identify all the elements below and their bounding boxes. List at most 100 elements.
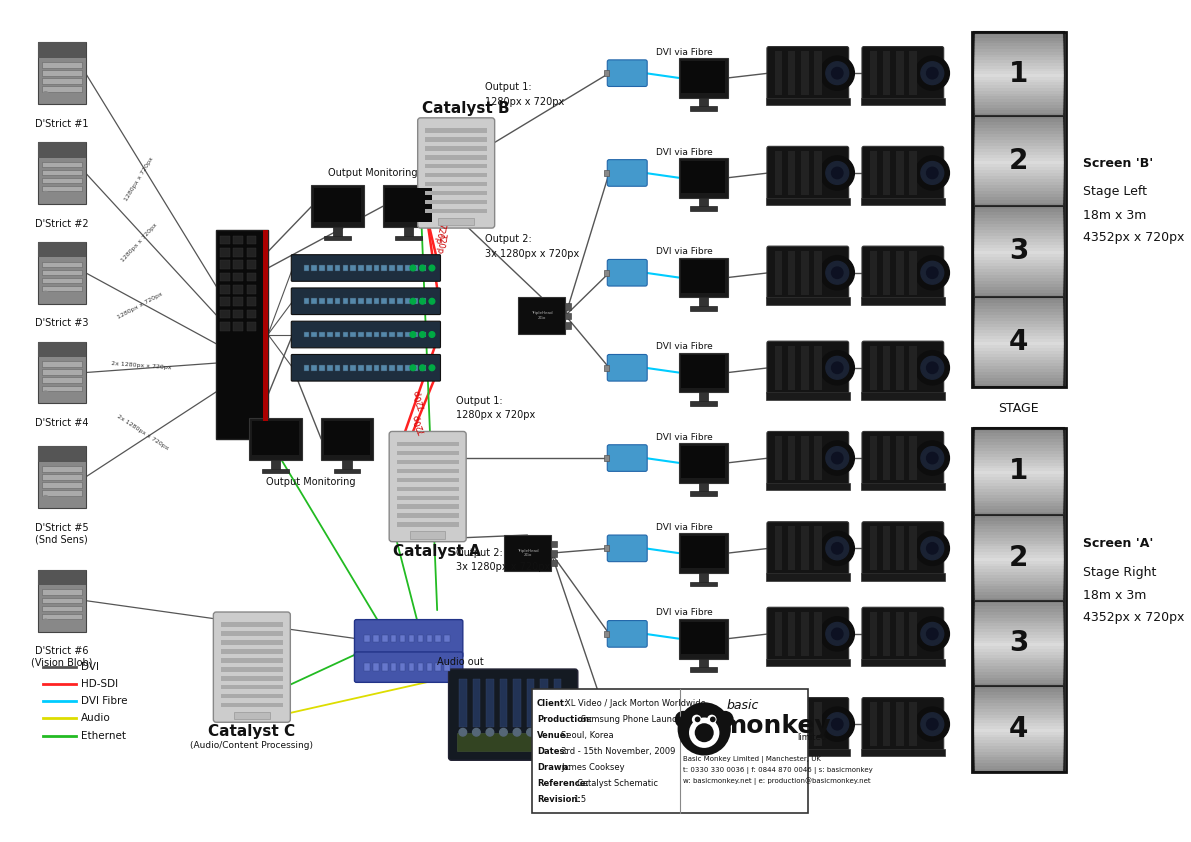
Bar	[974, 55, 1065, 57]
Bar	[397, 450, 459, 456]
Bar	[974, 206, 1065, 209]
FancyBboxPatch shape	[862, 46, 943, 100]
Circle shape	[710, 717, 716, 722]
Bar	[787, 251, 796, 295]
Text: DVI via Fibre: DVI via Fibre	[656, 248, 712, 256]
Text: 1: 1	[1009, 60, 1028, 88]
Bar	[974, 35, 1065, 38]
Bar	[38, 342, 86, 357]
Bar	[690, 401, 717, 406]
FancyBboxPatch shape	[449, 669, 578, 760]
Text: TripleHead
2Go: TripleHead 2Go	[517, 549, 538, 557]
Text: 18m x 3m: 18m x 3m	[1084, 209, 1147, 222]
Bar	[861, 658, 944, 666]
Bar	[974, 116, 1065, 119]
Bar	[974, 530, 1065, 532]
Bar	[974, 119, 1065, 122]
Bar	[974, 584, 1065, 586]
Bar	[350, 365, 356, 370]
Bar	[233, 236, 243, 244]
Bar	[974, 652, 1065, 655]
Bar	[883, 702, 891, 746]
Bar	[974, 176, 1065, 179]
Bar	[426, 663, 432, 671]
Bar	[896, 702, 904, 746]
Bar	[974, 526, 1065, 530]
Bar	[974, 40, 1065, 44]
Bar	[679, 709, 728, 749]
Bar	[604, 546, 609, 552]
Bar	[974, 436, 1065, 440]
Circle shape	[429, 365, 435, 370]
Bar	[42, 162, 82, 168]
Bar	[815, 526, 822, 570]
Text: 1.5: 1.5	[573, 796, 586, 804]
Bar	[869, 51, 878, 95]
Text: D'Strict #3: D'Strict #3	[35, 318, 88, 328]
Bar	[974, 535, 1065, 538]
FancyBboxPatch shape	[292, 254, 441, 281]
Bar	[869, 151, 878, 195]
Text: 720p: 720p	[432, 222, 447, 245]
Bar	[974, 342, 1065, 344]
Bar	[974, 472, 1065, 474]
Bar	[974, 338, 1065, 342]
Bar	[566, 322, 572, 329]
Bar	[42, 490, 82, 496]
Bar	[974, 428, 1065, 515]
Bar	[444, 635, 450, 642]
Bar	[974, 569, 1065, 572]
Bar	[974, 300, 1065, 302]
Bar	[974, 521, 1065, 524]
Bar	[222, 649, 282, 653]
Bar	[815, 251, 822, 295]
Bar	[974, 179, 1065, 182]
Bar	[566, 312, 572, 319]
Text: DVI via Fibre: DVI via Fibre	[656, 433, 712, 442]
Bar	[328, 332, 332, 338]
Bar	[974, 641, 1065, 643]
Bar	[386, 188, 432, 222]
Bar	[974, 549, 1065, 552]
Circle shape	[915, 156, 949, 190]
Circle shape	[831, 452, 843, 464]
Bar	[974, 632, 1065, 635]
Bar	[802, 51, 809, 95]
Bar	[974, 170, 1065, 173]
Text: Ethernet: Ethernet	[81, 731, 126, 741]
Bar	[42, 178, 82, 184]
Bar	[690, 106, 717, 111]
Bar	[974, 715, 1065, 717]
Bar	[410, 531, 445, 539]
Circle shape	[554, 728, 561, 736]
Bar	[974, 371, 1065, 375]
Bar	[974, 589, 1065, 592]
Bar	[974, 760, 1065, 763]
Bar	[974, 692, 1065, 695]
Bar	[42, 482, 82, 488]
Circle shape	[419, 265, 425, 271]
Bar	[869, 346, 878, 390]
Bar	[974, 294, 1065, 296]
Text: 720p: 720p	[412, 388, 428, 411]
Bar	[233, 285, 243, 294]
Circle shape	[410, 265, 416, 271]
Bar	[38, 142, 86, 157]
Bar	[220, 260, 230, 269]
Bar	[343, 298, 348, 304]
Bar	[974, 448, 1065, 451]
Bar	[397, 495, 459, 500]
Bar	[220, 322, 230, 331]
FancyBboxPatch shape	[355, 652, 463, 682]
Bar	[974, 701, 1065, 703]
Bar	[457, 733, 569, 750]
Text: Reference:: Reference:	[537, 780, 588, 788]
Bar	[974, 185, 1065, 188]
Circle shape	[927, 362, 939, 374]
Text: Audio: Audio	[81, 713, 111, 723]
Bar	[382, 185, 435, 227]
Bar	[42, 86, 82, 92]
Bar	[802, 526, 809, 570]
Bar	[397, 477, 459, 482]
Bar	[400, 635, 405, 642]
